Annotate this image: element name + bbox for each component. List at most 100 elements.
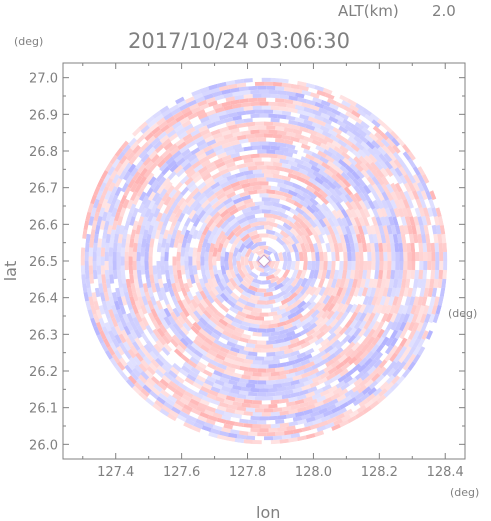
radar-cell xyxy=(183,123,194,132)
radar-cell xyxy=(301,321,312,330)
radar-cell xyxy=(320,112,331,120)
radar-cell xyxy=(394,321,403,332)
radar-cell xyxy=(191,119,202,127)
radar-cell xyxy=(264,249,273,256)
radar-cell xyxy=(313,242,319,253)
radar-cell xyxy=(161,149,171,158)
radar-cell xyxy=(214,226,224,237)
radar-cell xyxy=(346,171,356,181)
radar-cell xyxy=(407,313,415,324)
radar-cell xyxy=(362,107,373,117)
radar-cell xyxy=(150,153,160,164)
radar-cell xyxy=(230,99,240,105)
radar-cell xyxy=(122,341,131,352)
radar-cell xyxy=(196,269,203,280)
radar-cell xyxy=(127,287,134,298)
radar-cell xyxy=(213,297,223,307)
radar-cell xyxy=(236,393,247,400)
radar-cell xyxy=(403,353,412,364)
radar-cell xyxy=(392,216,399,226)
radar-cell xyxy=(156,365,167,375)
radar-cell xyxy=(362,405,373,415)
radar-cell xyxy=(358,327,367,338)
radar-cell xyxy=(329,411,339,419)
radar-cell xyxy=(163,169,173,179)
radar-cell xyxy=(107,182,116,192)
radar-cell xyxy=(191,282,199,293)
radar-cell xyxy=(417,166,426,176)
radar-cell xyxy=(330,359,341,369)
radar-cell xyxy=(108,309,115,319)
radar-cell xyxy=(389,167,399,177)
radar-cell xyxy=(334,399,345,408)
radar-cell xyxy=(266,287,276,293)
radar-cell xyxy=(216,434,227,441)
radar-cell xyxy=(383,359,393,370)
radar-cell xyxy=(101,313,109,324)
radar-cell xyxy=(309,197,319,206)
radar-cell xyxy=(193,391,204,400)
radar-cell xyxy=(325,242,332,253)
radar-cell xyxy=(344,369,355,378)
radar-cell xyxy=(349,200,358,211)
radar-cell xyxy=(188,209,197,220)
radar-cell xyxy=(153,274,159,284)
radar-cell xyxy=(139,287,146,297)
radar-cell xyxy=(386,242,392,253)
radar-cell xyxy=(259,312,269,317)
radar-cell xyxy=(236,122,247,129)
radar-cell xyxy=(388,233,395,244)
radar-cell xyxy=(82,283,88,293)
radar-cell xyxy=(362,295,370,306)
radar-cell xyxy=(390,182,399,193)
radar-cell xyxy=(225,366,236,373)
radar-cell xyxy=(221,427,231,433)
radar-cell xyxy=(236,110,247,116)
radar-cell xyxy=(380,278,387,289)
radar-cell xyxy=(254,356,264,361)
radar-cell xyxy=(113,198,121,209)
radar-cell xyxy=(183,421,193,430)
radar-cell xyxy=(171,107,181,116)
radar-cell xyxy=(368,278,375,288)
radar-cell xyxy=(305,99,316,106)
radar-cell xyxy=(197,209,206,220)
radar-cell xyxy=(354,200,363,211)
radar-cell xyxy=(381,145,391,155)
y-axis: 26.026.126.226.326.426.526.626.726.826.9… xyxy=(29,72,465,453)
radar-cell xyxy=(441,278,447,289)
radar-cell xyxy=(339,251,344,261)
radar-cell xyxy=(321,310,330,320)
radar-cell xyxy=(161,404,172,414)
radar-cell xyxy=(217,307,228,317)
radar-cell xyxy=(177,372,187,381)
radar-cell xyxy=(100,256,105,266)
radar-cell xyxy=(333,418,343,426)
radar-cell xyxy=(201,238,209,248)
radar-cell xyxy=(344,164,355,174)
radar-cell xyxy=(308,218,318,228)
radar-cell xyxy=(182,380,193,389)
radar-cell xyxy=(349,104,359,113)
radar-cell xyxy=(317,137,328,145)
radar-cell xyxy=(243,198,254,205)
radar-cell xyxy=(95,321,103,332)
radar-cell xyxy=(122,283,128,293)
radar-cell xyxy=(230,346,240,354)
radar-cell xyxy=(314,85,325,92)
radar-cell xyxy=(315,369,326,377)
radar-cell xyxy=(182,190,192,200)
radar-cell xyxy=(245,133,256,139)
radar-cell xyxy=(408,346,417,356)
radar-cell xyxy=(354,269,360,280)
radar-cell xyxy=(219,389,229,396)
radar-cell xyxy=(315,382,326,390)
radar-cell xyxy=(373,153,383,163)
radar-cell xyxy=(327,366,338,375)
radar-cell xyxy=(211,171,222,180)
radar-cell xyxy=(336,295,345,305)
radar-cell xyxy=(403,225,409,235)
radar-cell xyxy=(121,238,127,248)
radar-cell xyxy=(407,198,415,209)
radar-cell xyxy=(274,218,285,226)
